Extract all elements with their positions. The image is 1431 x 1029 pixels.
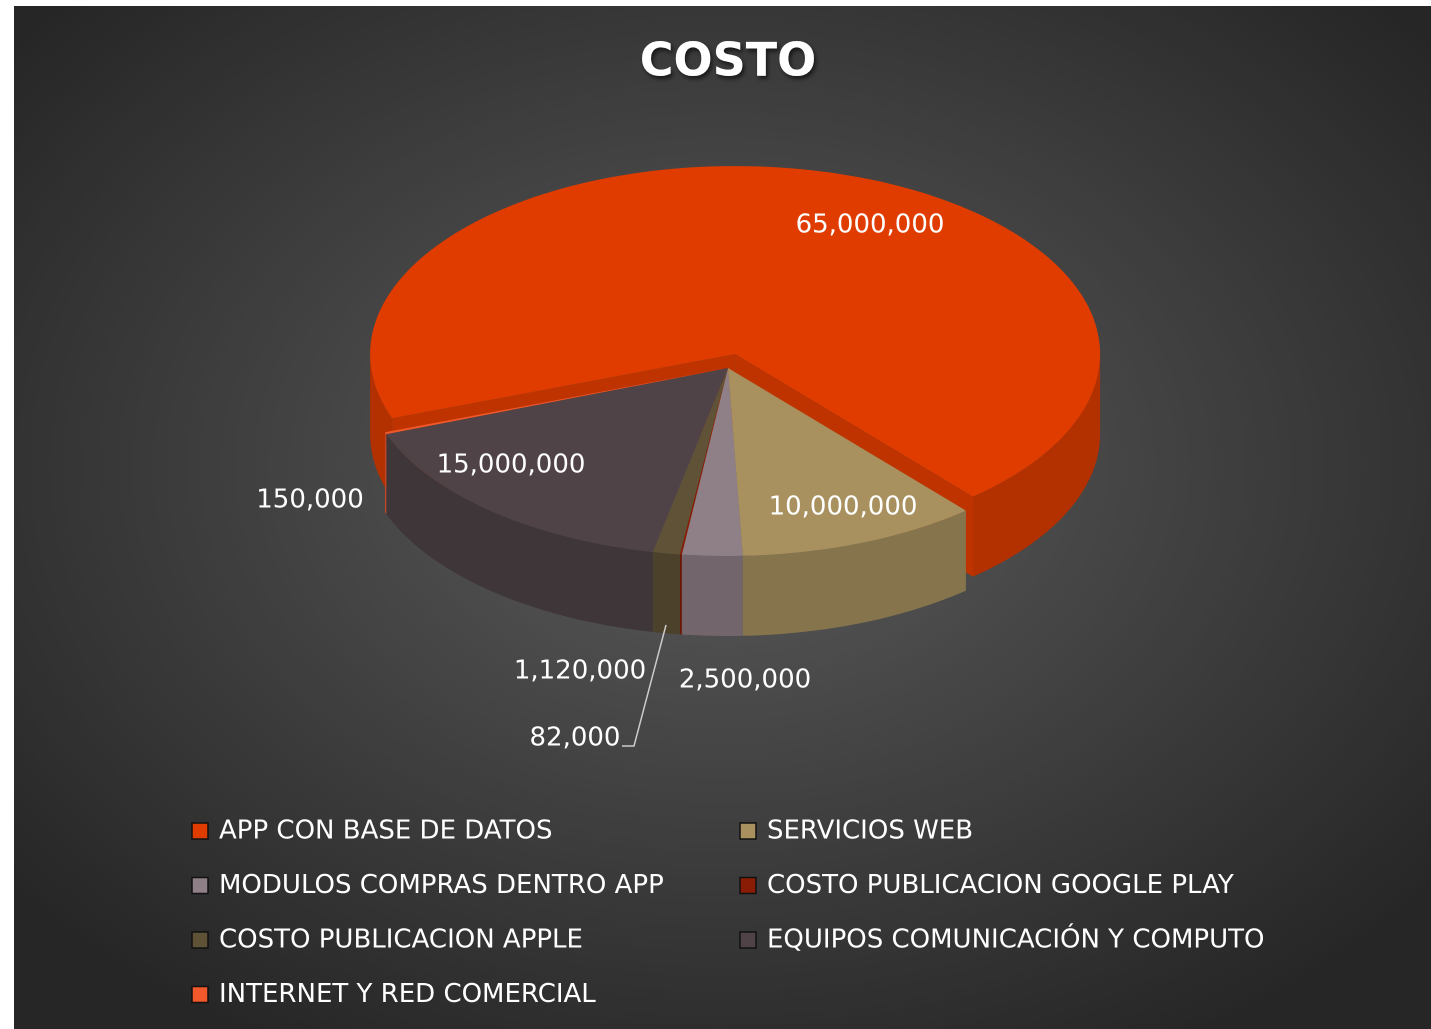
slice-side: [385, 432, 387, 515]
legend-swatch: [739, 822, 757, 840]
legend-label: SERVICIOS WEB: [767, 816, 973, 846]
legend-swatch: [739, 931, 757, 949]
slice-side: [679, 554, 682, 635]
data-label: 2,500,000: [679, 665, 811, 695]
legend-swatch: [739, 876, 757, 895]
legend-label: COSTO PUBLICACION APPLE: [219, 925, 583, 955]
legend-label: MODULOS COMPRAS DENTRO APP: [219, 870, 664, 900]
legend-label: INTERNET Y RED COMERCIAL: [219, 979, 596, 1009]
slice: [386, 368, 728, 552]
slice: [681, 368, 743, 556]
slice: [652, 368, 728, 555]
data-label: 15,000,000: [437, 450, 586, 480]
data-label: 82,000: [530, 723, 621, 753]
leader-line: [622, 624, 667, 747]
legend-label: APP CON BASE DE DATOS: [219, 816, 552, 846]
slice: [385, 368, 728, 435]
chart-title: COSTO: [640, 33, 816, 87]
slice: [728, 368, 966, 556]
data-label: 65,000,000: [796, 210, 945, 240]
slice-side: [973, 354, 1101, 577]
slice: [370, 166, 1101, 497]
legend-swatch: [191, 876, 209, 895]
legend-swatch: [191, 822, 209, 840]
data-label: 10,000,000: [769, 492, 918, 522]
legend-label: COSTO PUBLICACION GOOGLE PLAY: [767, 870, 1234, 900]
data-label: 1,120,000: [514, 656, 646, 686]
slice-side: [652, 552, 680, 635]
legend-label: EQUIPOS COMUNICACIÓN Y COMPUTO: [767, 923, 1264, 955]
slice-side: [386, 434, 653, 632]
slice: [679, 368, 728, 555]
slice-side: [742, 510, 966, 636]
data-label: 150,000: [256, 485, 364, 515]
slice-side: [681, 554, 743, 636]
legend-swatch: [191, 985, 209, 1004]
legend-swatch: [191, 931, 209, 949]
